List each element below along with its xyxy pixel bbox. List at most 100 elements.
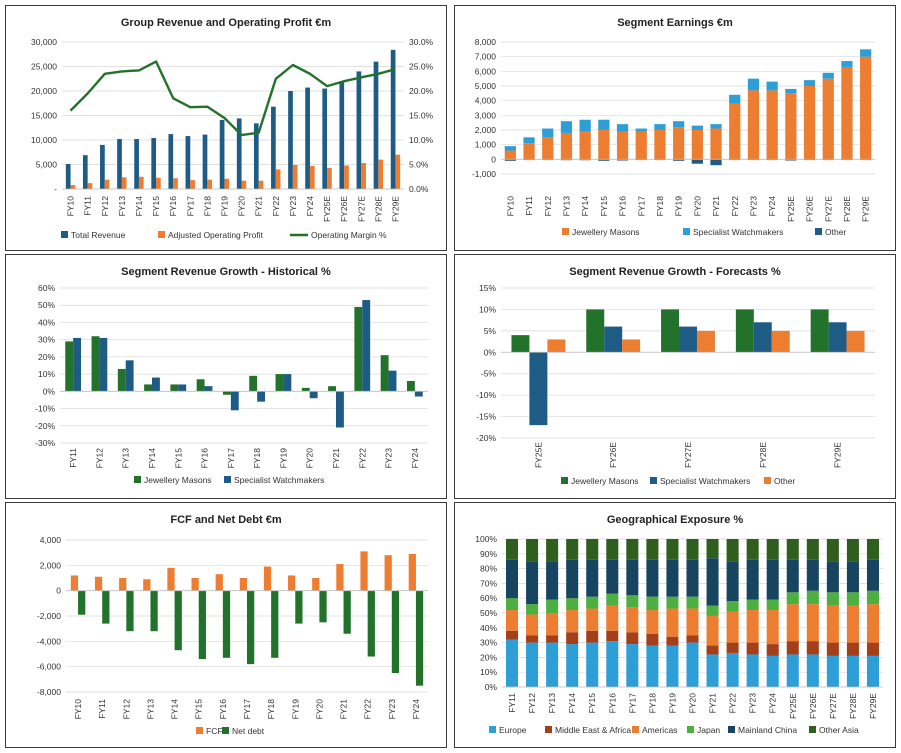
bar-other xyxy=(691,159,703,164)
bar-fcf xyxy=(384,555,392,591)
bar-jewellery-masons xyxy=(117,368,126,392)
y-tick-label: 90% xyxy=(480,549,497,559)
fcf-net-debt-chart-panel: FCF and Net Debt €m 4,000 2,000 0 -2,000 -4,0… xyxy=(5,502,447,748)
x-tick-label: FY10 xyxy=(66,196,76,217)
legend-swatch xyxy=(561,477,568,484)
legend-swatch xyxy=(61,231,68,238)
bar-specialist-watchmakers xyxy=(822,72,834,79)
bar-specialist-watchmakers xyxy=(178,384,187,392)
bar-net-debt xyxy=(319,590,327,623)
x-tick-label: FY19 xyxy=(278,448,288,469)
bar-net-debt xyxy=(343,590,351,634)
x-tick-label: FY25E xyxy=(788,693,798,719)
bar-total-revenue xyxy=(117,139,122,189)
x-tick-label: FY23 xyxy=(384,448,394,469)
line-operating-margin- xyxy=(69,60,396,137)
bar-fcf xyxy=(312,578,320,591)
y-tick-label: 0 xyxy=(491,154,496,164)
bar-specialist-watchmakers xyxy=(598,119,610,130)
y2-tick-label: 5.0% xyxy=(409,160,429,170)
y2-tick-label: 15.0% xyxy=(409,111,434,121)
x-tick-label: FY24 xyxy=(768,693,778,714)
x-tick-label: FY29E xyxy=(390,196,400,222)
bar-europe xyxy=(766,655,779,687)
y-tick-label: 70% xyxy=(480,578,497,588)
bar-specialist-watchmakers xyxy=(679,326,697,353)
bar-jewellery-masons xyxy=(710,128,722,160)
chart-svg: Segment Earnings €m 8,000 7,000 6,000 5,000 4… xyxy=(472,17,875,237)
bar-other-asia xyxy=(646,539,659,560)
x-tick-label: FY18 xyxy=(202,196,212,217)
bar-jewellery-masons xyxy=(504,150,516,160)
x-tick-label: FY18 xyxy=(252,448,262,469)
bar-specialist-watchmakers xyxy=(362,300,371,392)
x-tick-label: FY19 xyxy=(674,196,684,217)
bar-adjusted-operating-profit xyxy=(258,180,264,189)
chart-svg: Group Revenue and Operating Profit €m 30,… xyxy=(31,17,434,240)
bar-europe xyxy=(846,655,859,687)
legend-label: Europe xyxy=(499,725,527,735)
bar-europe xyxy=(626,644,639,687)
bar-total-revenue xyxy=(236,118,242,189)
legend-swatch xyxy=(489,726,496,733)
y-tick-label: 5,000 xyxy=(36,160,58,170)
x-tick-label: FY12 xyxy=(100,196,110,217)
bar-fcf xyxy=(167,567,175,591)
legend-swatch xyxy=(809,726,816,733)
legend-label: Total Revenue xyxy=(71,230,126,240)
bar-jewellery-masons xyxy=(380,355,389,392)
bar-jewellery-masons xyxy=(511,335,530,353)
x-tick-label: FY21 xyxy=(339,699,349,720)
bar-jewellery-masons xyxy=(673,127,685,160)
x-tick-label: FY22 xyxy=(271,196,281,217)
bar-specialist-watchmakers xyxy=(542,128,554,138)
bar-americas xyxy=(566,610,579,633)
bar-americas xyxy=(766,610,779,645)
legend-label: Middle East & Africa xyxy=(555,725,631,735)
bar-adjusted-operating-profit xyxy=(207,179,213,189)
bar-total-revenue xyxy=(168,134,174,189)
bar-middle-east-africa xyxy=(786,641,799,655)
bar-specialist-watchmakers xyxy=(828,322,847,353)
bar-adjusted-operating-profit xyxy=(361,163,366,189)
bar-americas xyxy=(846,605,859,643)
y-tick-label: 20% xyxy=(38,352,55,362)
bar-adjusted-operating-profit xyxy=(292,164,298,189)
legend-swatch xyxy=(224,476,231,483)
bar-other-asia xyxy=(686,539,699,560)
y-tick-label: 2,000 xyxy=(40,560,62,570)
bar-specialist-watchmakers xyxy=(336,391,344,428)
bar-jewellery-masons xyxy=(747,90,760,160)
y-tick-label: 10% xyxy=(480,667,497,677)
y-tick-label: -20% xyxy=(35,421,55,431)
x-tick-label: FY10 xyxy=(505,196,515,217)
bar-specialist-watchmakers xyxy=(841,61,853,67)
bar-specialist-watchmakers xyxy=(753,322,772,353)
x-tick-label: FY11 xyxy=(524,196,534,216)
y-tick-label: 0% xyxy=(484,347,497,357)
bar-total-revenue xyxy=(339,81,345,189)
x-tick-label: FY23 xyxy=(748,196,758,217)
bar-other xyxy=(616,159,629,161)
y-tick-label: 5% xyxy=(484,326,497,336)
bar-jewellery-masons xyxy=(661,309,680,353)
bar-europe xyxy=(826,655,839,687)
bar-japan xyxy=(506,598,519,611)
x-tick-label: FY24 xyxy=(305,196,315,217)
x-tick-label: FY16 xyxy=(200,448,210,469)
x-tick-label: FY26E xyxy=(805,196,815,222)
bar-net-debt xyxy=(102,590,110,624)
bar-middle-east-africa xyxy=(686,635,699,643)
bar-japan xyxy=(686,596,699,609)
bar-fcf xyxy=(94,576,103,591)
bar-net-debt xyxy=(295,590,303,624)
bar-mainland-china xyxy=(846,561,859,593)
bar-specialist-watchmakers xyxy=(414,391,423,397)
bar-other xyxy=(622,339,641,353)
x-tick-label: FY15 xyxy=(587,693,597,714)
legend-label: Mainland China xyxy=(738,725,797,735)
x-tick-label: FY26E xyxy=(339,196,349,222)
bar-other xyxy=(560,159,573,161)
y-tick-label: 15% xyxy=(479,283,496,293)
legend-swatch xyxy=(134,476,141,483)
